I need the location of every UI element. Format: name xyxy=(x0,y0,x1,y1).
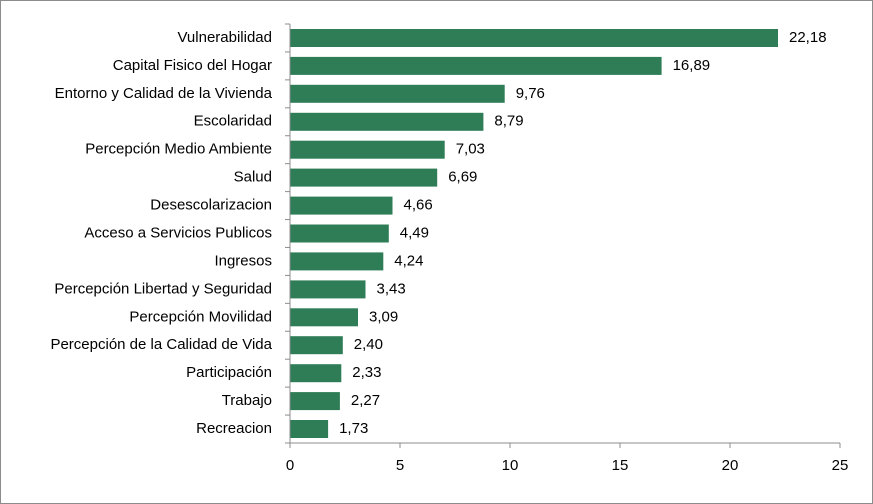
x-tick-label: 0 xyxy=(286,457,294,474)
category-label: Ingresos xyxy=(214,252,272,269)
data-label: 3,43 xyxy=(377,280,406,297)
x-tick-label: 15 xyxy=(612,457,629,474)
data-label: 9,76 xyxy=(516,85,545,102)
category-label: Percepción Movilidad xyxy=(129,308,272,325)
data-label: 16,89 xyxy=(673,57,711,74)
bar xyxy=(290,84,505,103)
category-label: Salud xyxy=(234,169,272,186)
category-label: Capital Fisico del Hogar xyxy=(113,57,272,74)
category-label: Entorno y Calidad de la Vivienda xyxy=(55,85,273,102)
bar xyxy=(290,392,340,411)
bar xyxy=(290,308,358,327)
data-label: 3,09 xyxy=(369,308,398,325)
bar xyxy=(290,56,662,75)
bar xyxy=(290,112,484,131)
bar xyxy=(290,196,393,215)
category-label: Desescolarizacion xyxy=(150,197,272,214)
bar xyxy=(290,29,778,47)
bar xyxy=(290,140,445,159)
data-label: 4,24 xyxy=(394,252,423,269)
data-label: 4,66 xyxy=(404,197,433,214)
data-label: 7,03 xyxy=(456,141,485,158)
category-label: Percepción Libertad y Seguridad xyxy=(54,280,272,297)
x-tick-label: 10 xyxy=(502,457,519,474)
bar xyxy=(290,364,342,383)
category-label: Percepción Medio Ambiente xyxy=(85,141,272,158)
category-label: Escolaridad xyxy=(194,113,272,130)
x-tick-label: 20 xyxy=(722,457,739,474)
category-label: Acceso a Servicios Publicos xyxy=(84,224,272,241)
data-label: 2,27 xyxy=(351,392,380,409)
category-label: Trabajo xyxy=(222,392,272,409)
category-label: Participación xyxy=(186,364,272,381)
x-tick-label: 25 xyxy=(832,457,849,474)
data-label: 1,73 xyxy=(339,420,368,437)
category-label: Percepción de la Calidad de Vida xyxy=(50,336,272,353)
data-label: 2,40 xyxy=(354,336,383,353)
bar xyxy=(290,224,389,243)
x-tick-label: 5 xyxy=(396,457,404,474)
data-label: 4,49 xyxy=(400,224,429,241)
bar xyxy=(290,168,438,187)
bar xyxy=(290,420,329,438)
category-label: Vulnerabilidad xyxy=(177,29,272,46)
data-label: 2,33 xyxy=(352,364,381,381)
bar xyxy=(290,280,366,299)
data-label: 8,79 xyxy=(494,113,523,130)
data-label: 22,18 xyxy=(789,29,827,46)
bar xyxy=(290,252,384,271)
bar xyxy=(290,336,343,355)
category-label: Recreacion xyxy=(196,420,272,437)
data-label: 6,69 xyxy=(448,169,477,186)
